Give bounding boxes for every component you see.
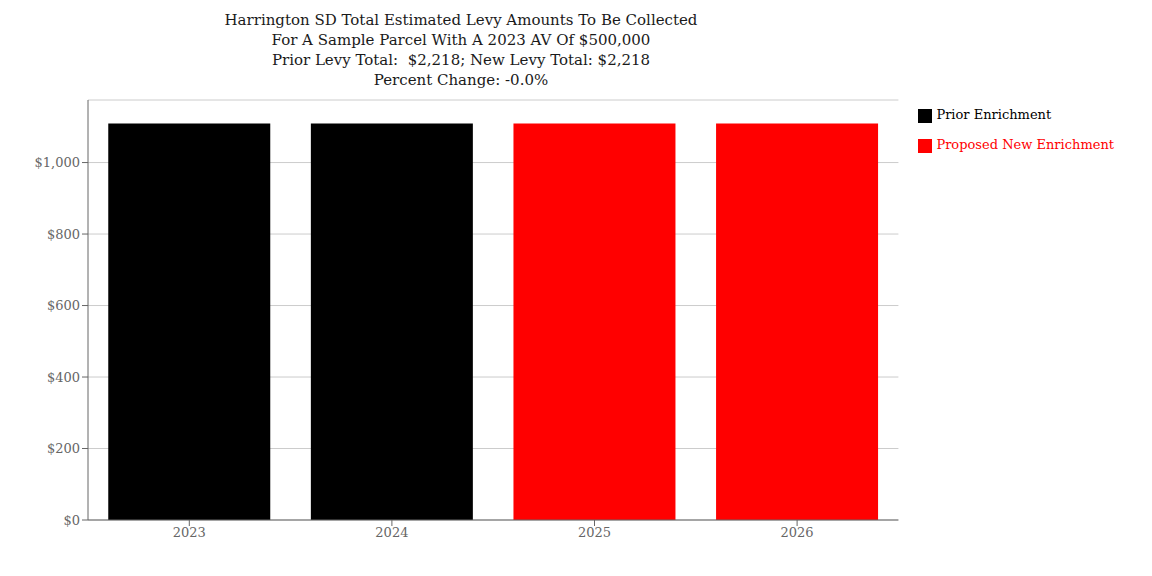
svg-text:$200: $200: [47, 441, 80, 456]
svg-text:2023: 2023: [173, 525, 206, 540]
html-text:Proposed New Enrichment: Proposed New Enrichment: [936, 137, 1114, 152]
html-text:For A Sample Parcel With A 202: For A Sample Parcel With A 2023 AV Of $5…: [271, 31, 651, 49]
svg-text:$1,000: $1,000: [35, 155, 81, 170]
svg-text:$600: $600: [47, 298, 80, 313]
svg-text:$0: $0: [63, 513, 80, 528]
svg-text:$400: $400: [47, 370, 80, 385]
svg-text:2026: 2026: [781, 525, 814, 540]
svg-text:2024: 2024: [375, 525, 408, 540]
svg-text:2025: 2025: [578, 525, 611, 540]
html-text:Prior Enrichment: Prior Enrichment: [936, 107, 1052, 122]
svg-text:$800: $800: [47, 227, 80, 242]
html-text:Prior Levy Total: $2,218; New: Prior Levy Total: $2,218; New Levy Total…: [271, 51, 651, 69]
html-text:Harrington SD Total Estimated: Harrington SD Total Estimated Levy Amoun…: [224, 11, 698, 29]
html-text:Percent Change: -0.0%: Percent Change: -0.0%: [373, 71, 549, 89]
